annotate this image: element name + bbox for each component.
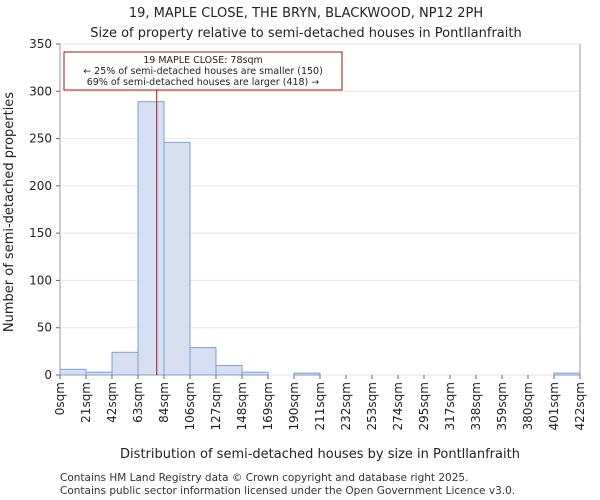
x-tick-label: 274sqm [391, 382, 405, 430]
bar [111, 351, 139, 376]
bar [293, 372, 321, 376]
x-tick-label: 106sqm [183, 382, 197, 430]
x-tick-label: 127sqm [209, 382, 223, 430]
x-tick-label: 84sqm [157, 382, 171, 423]
y-axis-ticks: 0 50 100 150 200 250 300 350 [29, 37, 60, 382]
y-tick-label: 150 [29, 226, 52, 240]
footer-line-2: Contains public sector information licen… [60, 485, 515, 497]
x-tick-label: 232sqm [339, 382, 353, 430]
footer-line-1: Contains HM Land Registry data © Crown c… [60, 472, 468, 484]
x-tick-label: 190sqm [287, 382, 301, 430]
x-tick-label: 253sqm [365, 382, 379, 430]
y-tick-label: 350 [29, 37, 52, 51]
x-tick-label: 63sqm [131, 382, 145, 423]
x-tick-label: 317sqm [443, 382, 457, 430]
bar [85, 371, 113, 376]
bar [215, 365, 243, 376]
bar [59, 368, 87, 376]
y-tick-label: 50 [37, 321, 52, 335]
x-tick-label: 422sqm [573, 382, 587, 430]
chart-subtitle: Size of property relative to semi-detach… [90, 26, 521, 41]
bar [163, 141, 191, 376]
chart-title: 19, MAPLE CLOSE, THE BRYN, BLACKWOOD, NP… [129, 6, 483, 21]
x-tick-label: 338sqm [469, 382, 483, 430]
x-tick-label: 380sqm [521, 382, 535, 430]
x-axis-ticks: 0sqm 21sqm 42sqm 63sqm 84sqm 106sqm 127sqm 148s… [53, 375, 587, 430]
annotation-title: 19 MAPLE CLOSE: 78sqm [143, 55, 263, 66]
y-tick-label: 0 [44, 368, 52, 382]
y-axis-label: Number of semi-detached properties [2, 92, 17, 332]
x-axis-label: Distribution of semi-detached houses by … [120, 447, 520, 462]
x-tick-label: 21sqm [79, 382, 93, 423]
y-tick-label: 100 [29, 273, 52, 287]
x-tick-label: 0sqm [53, 382, 67, 415]
annotation-smaller: ← 25% of semi-detached houses are smalle… [83, 66, 323, 77]
bar [553, 372, 581, 376]
annotation-box [63, 51, 343, 91]
x-tick-label: 401sqm [547, 382, 561, 430]
property-annotation: 19 MAPLE CLOSE: 78sqm ← 25% of semi-deta… [63, 51, 343, 91]
bar [137, 101, 165, 376]
annotation-larger: 69% of semi-detached houses are larger (… [87, 77, 320, 88]
x-tick-label: 359sqm [495, 382, 509, 430]
x-tick-label: 42sqm [105, 382, 119, 423]
y-tick-label: 200 [29, 179, 52, 193]
x-tick-label: 148sqm [235, 382, 249, 430]
x-tick-label: 295sqm [417, 382, 431, 430]
x-tick-label: 169sqm [261, 382, 275, 430]
bar [189, 347, 217, 376]
y-tick-label: 300 [29, 84, 52, 98]
x-tick-label: 211sqm [313, 382, 327, 430]
bars [59, 101, 581, 376]
bar [241, 371, 269, 376]
y-tick-label: 250 [29, 132, 52, 146]
